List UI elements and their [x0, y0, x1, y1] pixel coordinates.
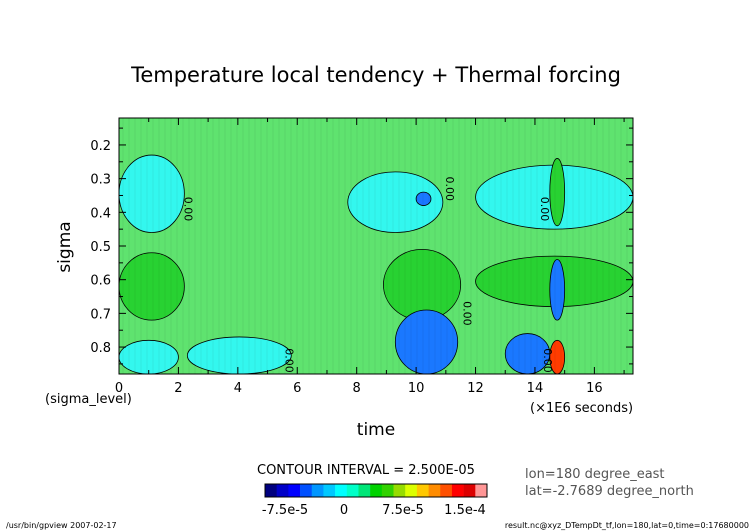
- colorbar-tick-label: 1.5e-4: [444, 503, 486, 518]
- y-tick-label: 0.3: [90, 173, 111, 188]
- y-tick-label: 0.8: [90, 341, 111, 356]
- colorbar-swatch: [428, 484, 441, 497]
- x-tick-label: 10: [408, 381, 425, 396]
- x-tick-label: 14: [527, 381, 544, 396]
- colorbar-swatch: [323, 484, 336, 497]
- contour-interval: CONTOUR INTERVAL = 2.500E-05: [257, 463, 475, 478]
- colorbar-tick-label: -7.5e-5: [262, 503, 308, 518]
- footer-right: result.nc@xyz_DTempDt_tf,lon=180,lat=0,t…: [505, 521, 749, 530]
- colorbar-swatch: [370, 484, 383, 497]
- colorbar-frame: [264, 483, 488, 498]
- colorbar-swatch: [311, 484, 324, 497]
- y-tick-label: 0.4: [90, 206, 111, 221]
- x-axis-note-right: (×1E6 seconds): [530, 401, 633, 416]
- colorbar-swatch: [346, 484, 359, 497]
- x-tick-label: 16: [586, 381, 603, 396]
- y-tick-label: 0.7: [90, 307, 111, 322]
- colorbar-swatch: [393, 484, 406, 497]
- x-tick-label: 12: [467, 381, 484, 396]
- colorbar-swatch: [300, 484, 313, 497]
- colorbar-swatch: [416, 484, 429, 497]
- y-tick-label: 0.5: [90, 240, 111, 255]
- colorbar-swatch: [405, 484, 418, 497]
- contour-label: 0.00: [541, 348, 554, 373]
- colorbar-tick-label: 7.5e-5: [382, 503, 424, 518]
- colorbar-swatch: [451, 484, 464, 497]
- colorbar-swatch: [276, 484, 289, 497]
- plot-area: [119, 118, 633, 374]
- colorbar-swatch: [265, 484, 277, 497]
- colorbar-swatch: [475, 484, 488, 497]
- colorbar-swatch: [440, 484, 453, 497]
- contour-label: 0.00: [181, 197, 194, 222]
- x-tick-label: 0: [115, 381, 123, 396]
- colorbar-swatch: [358, 484, 371, 497]
- x-tick-label: 6: [293, 381, 301, 396]
- colorbar: [264, 483, 488, 498]
- contour-label: 0.00: [282, 348, 295, 373]
- contour-label: 0.00: [461, 301, 474, 326]
- lat-info: lat=-2.7689 degree_north: [525, 484, 694, 499]
- y-axis-label: sigma: [55, 221, 75, 272]
- y-tick-label: 0.2: [90, 139, 111, 154]
- contour-label: 0.00: [443, 176, 456, 201]
- colorbar-swatch: [288, 484, 301, 497]
- lon-info: lon=180 degree_east: [525, 467, 665, 482]
- x-tick-label: 8: [353, 381, 361, 396]
- stripe-overlay: [119, 118, 633, 374]
- contour-label: 0.00: [538, 197, 551, 222]
- colorbar-swatch: [463, 484, 476, 497]
- x-tick-label: 4: [234, 381, 242, 396]
- x-axis-note-left: (sigma_level): [45, 392, 132, 407]
- colorbar-swatch: [381, 484, 394, 497]
- x-axis-label: time: [357, 420, 395, 440]
- footer-left: /usr/bin/gpview 2007-02-17: [6, 521, 117, 530]
- colorbar-tick-label: 0: [340, 503, 348, 518]
- colorbar-swatch: [335, 484, 348, 497]
- y-tick-label: 0.6: [90, 274, 111, 289]
- x-tick-label: 2: [174, 381, 182, 396]
- chart-title: Temperature local tendency + Thermal for…: [130, 63, 621, 87]
